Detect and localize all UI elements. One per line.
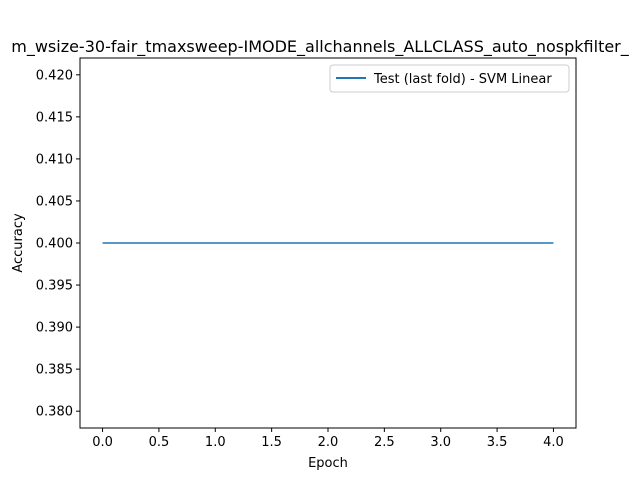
x-tick-label: 0.5: [149, 435, 170, 450]
x-tick-label: 2.0: [318, 435, 339, 450]
y-tick-label: 0.405: [36, 194, 73, 209]
legend: Test (last fold) - SVM Linear: [329, 64, 570, 93]
y-tick-label: 0.395: [36, 279, 73, 294]
y-tick-label: 0.410: [36, 152, 73, 167]
x-tick-label: 3.0: [430, 435, 451, 450]
y-axis-label: Accuracy: [11, 213, 26, 273]
x-tick-label: 2.5: [374, 435, 395, 450]
x-tick-label: 3.5: [487, 435, 508, 450]
y-axis-ticks: 0.380 0.385 0.390 0.395 0.400 0.405 0.410 0.415…: [36, 68, 80, 420]
chart-title: m_wsize-30-fair_tmaxsweep-IMODE_allchann…: [11, 37, 630, 57]
y-tick-label: 0.380: [36, 405, 73, 420]
y-tick-label: 0.400: [36, 237, 73, 252]
x-axis-ticks: 0.0 0.5 1.0 1.5 2.0 2.5 3.0 3.5 4.0: [92, 428, 564, 450]
x-axis-label: Epoch: [308, 456, 348, 471]
x-tick-label: 0.0: [92, 435, 113, 450]
plot-frame: [79, 57, 577, 429]
x-tick-label: 4.0: [543, 435, 564, 450]
y-tick-label: 0.390: [36, 321, 73, 336]
x-tick-label: 1.5: [261, 435, 282, 450]
legend-entry-label: Test (last fold) - SVM Linear: [373, 72, 552, 87]
legend-frame: [329, 64, 570, 93]
y-tick-label: 0.415: [36, 110, 73, 125]
x-tick-label: 1.0: [205, 435, 226, 450]
y-tick-label: 0.420: [36, 68, 73, 83]
y-tick-label: 0.385: [36, 363, 73, 378]
